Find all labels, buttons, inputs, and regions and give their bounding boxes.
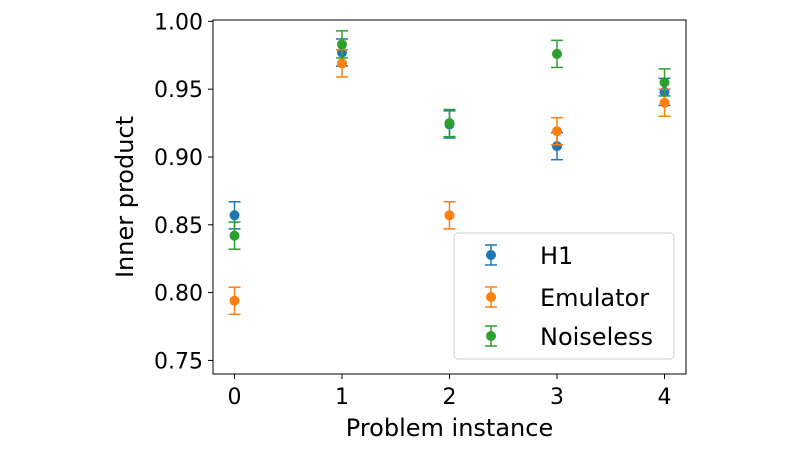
legend-label: Emulator [540, 284, 649, 312]
x-tick-label: 0 [228, 385, 242, 410]
data-point [229, 295, 240, 306]
point-noiseless-2 [443, 108, 456, 138]
data-point [486, 331, 496, 341]
data-point [444, 118, 455, 129]
x-tick-label: 2 [443, 385, 457, 410]
x-tick-label: 4 [658, 385, 672, 410]
legend: H1 Emulator Noiseless [453, 232, 675, 360]
data-point [659, 97, 670, 108]
data-point [486, 292, 496, 302]
point-noiseless-4 [658, 68, 671, 97]
data-point [337, 58, 347, 69]
legend-marker-noiseless [485, 325, 497, 347]
data-point [486, 250, 496, 260]
data-point [552, 126, 562, 137]
x-tick-label: 1 [335, 385, 349, 410]
y-tick-label: 0.75 [154, 349, 203, 374]
ticks: 0 1 2 3 4 0.75 0.80 0.85 0.90 0.95 1.00 [154, 10, 671, 410]
plot-marks [228, 30, 671, 316]
legend-label: H1 [540, 242, 573, 270]
x-axis-label: Problem instance [346, 414, 553, 442]
y-tick-label: 0.80 [154, 282, 203, 307]
legend-label: Noiseless [540, 323, 653, 351]
point-noiseless-1 [336, 30, 348, 59]
data-point [552, 48, 562, 59]
y-tick-label: 0.90 [154, 146, 203, 171]
data-point [229, 230, 240, 241]
y-axis-label: Inner product [111, 116, 139, 278]
data-point [444, 210, 455, 221]
data-point [659, 77, 670, 88]
legend-marker-h1 [485, 244, 497, 266]
legend-marker-emulator [485, 286, 497, 308]
data-point [552, 141, 562, 152]
point-noiseless-3 [551, 39, 563, 69]
point-emulator-0 [228, 286, 241, 316]
point-noiseless-0 [228, 221, 241, 250]
y-tick-label: 0.95 [154, 78, 203, 103]
point-emulator-2 [443, 200, 456, 230]
data-point [337, 39, 347, 50]
y-tick-label: 1.00 [154, 10, 203, 35]
x-tick-label: 3 [550, 385, 564, 410]
legend-box [453, 232, 675, 360]
y-tick-label: 0.85 [154, 214, 203, 239]
data-point [229, 210, 240, 221]
point-emulator-3 [551, 116, 563, 146]
